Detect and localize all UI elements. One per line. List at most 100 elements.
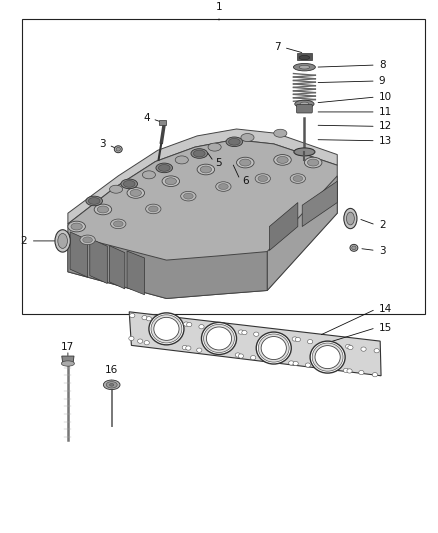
Ellipse shape <box>346 212 354 225</box>
Ellipse shape <box>88 198 100 204</box>
Ellipse shape <box>175 156 188 164</box>
Ellipse shape <box>300 102 309 106</box>
Ellipse shape <box>197 164 215 175</box>
Polygon shape <box>129 312 381 376</box>
Ellipse shape <box>194 150 205 157</box>
Ellipse shape <box>293 176 303 181</box>
Text: 2: 2 <box>379 220 385 230</box>
Polygon shape <box>267 176 337 290</box>
Polygon shape <box>127 251 145 295</box>
Ellipse shape <box>343 368 349 373</box>
Ellipse shape <box>103 380 120 390</box>
Ellipse shape <box>180 191 196 201</box>
Ellipse shape <box>238 330 244 334</box>
Ellipse shape <box>68 221 85 232</box>
Polygon shape <box>68 129 337 224</box>
Text: 5: 5 <box>215 158 222 167</box>
Ellipse shape <box>305 363 311 367</box>
Text: 1: 1 <box>215 2 223 12</box>
Ellipse shape <box>294 148 315 156</box>
Ellipse shape <box>184 322 189 326</box>
Ellipse shape <box>149 313 184 345</box>
Ellipse shape <box>86 196 102 206</box>
Ellipse shape <box>114 146 122 152</box>
Ellipse shape <box>350 244 358 251</box>
Ellipse shape <box>187 322 192 327</box>
Ellipse shape <box>206 327 232 350</box>
Ellipse shape <box>359 370 364 375</box>
Ellipse shape <box>94 204 112 215</box>
Ellipse shape <box>144 341 149 345</box>
Polygon shape <box>68 140 337 298</box>
Ellipse shape <box>124 181 135 187</box>
Ellipse shape <box>293 63 315 71</box>
Text: 4: 4 <box>143 114 150 123</box>
Polygon shape <box>62 356 74 362</box>
Ellipse shape <box>261 336 286 360</box>
Ellipse shape <box>142 171 155 179</box>
Text: 6: 6 <box>242 176 248 186</box>
Polygon shape <box>70 232 88 277</box>
Ellipse shape <box>237 157 254 168</box>
Ellipse shape <box>226 137 243 147</box>
Bar <box>22 19 425 314</box>
Ellipse shape <box>182 345 187 350</box>
Text: 13: 13 <box>379 136 392 146</box>
Ellipse shape <box>80 235 95 245</box>
Ellipse shape <box>310 341 345 373</box>
Ellipse shape <box>162 176 180 187</box>
Ellipse shape <box>299 55 310 60</box>
Ellipse shape <box>110 185 123 193</box>
Text: 14: 14 <box>379 304 392 314</box>
Ellipse shape <box>204 325 234 352</box>
Ellipse shape <box>148 206 158 212</box>
Ellipse shape <box>127 188 145 198</box>
Ellipse shape <box>256 332 291 364</box>
Ellipse shape <box>241 134 254 142</box>
Polygon shape <box>302 181 337 227</box>
Ellipse shape <box>116 147 120 151</box>
Ellipse shape <box>304 157 322 168</box>
Bar <box>159 120 166 125</box>
Ellipse shape <box>347 369 352 373</box>
Ellipse shape <box>121 179 138 189</box>
Text: 8: 8 <box>379 60 385 70</box>
Text: 11: 11 <box>379 107 392 117</box>
Text: 16: 16 <box>105 365 118 375</box>
Polygon shape <box>90 238 107 284</box>
Ellipse shape <box>292 337 297 341</box>
Ellipse shape <box>315 345 340 369</box>
Ellipse shape <box>274 155 291 165</box>
Ellipse shape <box>83 237 92 243</box>
Ellipse shape <box>242 330 247 335</box>
Ellipse shape <box>200 166 212 173</box>
Ellipse shape <box>58 233 67 248</box>
Polygon shape <box>269 203 298 251</box>
Ellipse shape <box>113 221 123 227</box>
Text: 12: 12 <box>379 122 392 131</box>
Ellipse shape <box>145 204 161 214</box>
Text: 7: 7 <box>275 42 281 52</box>
Ellipse shape <box>352 246 356 249</box>
Ellipse shape <box>372 373 378 377</box>
Text: 10: 10 <box>379 92 392 102</box>
Ellipse shape <box>215 182 231 191</box>
Ellipse shape <box>110 219 126 229</box>
Ellipse shape <box>293 361 298 366</box>
Polygon shape <box>68 235 267 298</box>
Ellipse shape <box>165 178 177 184</box>
Ellipse shape <box>191 149 208 158</box>
Ellipse shape <box>348 345 353 350</box>
Ellipse shape <box>374 349 379 353</box>
Ellipse shape <box>274 130 287 137</box>
Ellipse shape <box>346 344 351 349</box>
Ellipse shape <box>235 353 240 357</box>
Ellipse shape <box>277 157 288 164</box>
Ellipse shape <box>258 176 268 181</box>
Ellipse shape <box>156 163 173 173</box>
Ellipse shape <box>295 100 314 108</box>
Ellipse shape <box>186 346 191 350</box>
Ellipse shape <box>106 382 117 388</box>
Ellipse shape <box>130 189 141 196</box>
Ellipse shape <box>61 361 74 366</box>
